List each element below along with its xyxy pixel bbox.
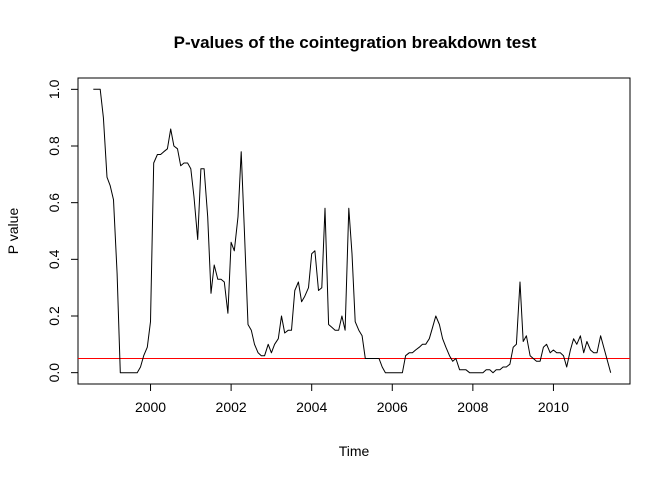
x-tick-label: 2002 <box>216 399 247 415</box>
x-tick-label: 2004 <box>296 399 327 415</box>
y-tick-label: 0.4 <box>46 249 62 269</box>
series-line-0 <box>93 88 612 374</box>
plot-frame <box>77 77 631 385</box>
x-tick-label: 2008 <box>457 399 488 415</box>
y-tick-label: 0.2 <box>46 306 62 326</box>
y-tick-label: 0.0 <box>46 363 62 383</box>
y-axis: 0.0 0.2 0.4 0.6 0.8 1.0 <box>46 79 79 383</box>
y-tick-label: 0.8 <box>46 136 62 156</box>
x-axis: 2000 2002 2004 2006 2008 2010 <box>135 383 569 415</box>
x-tick-label: 2010 <box>538 399 569 415</box>
y-tick-label: 1.0 <box>46 79 62 99</box>
y-tick-label: 0.6 <box>46 193 62 213</box>
chart-title: P-values of the cointegration breakdown … <box>174 33 537 52</box>
x-tick-label: 2006 <box>377 399 408 415</box>
y-axis-label: P value <box>5 208 21 255</box>
x-tick-label: 2000 <box>135 399 166 415</box>
series-layer <box>93 88 612 374</box>
x-axis-label: Time <box>339 443 370 459</box>
